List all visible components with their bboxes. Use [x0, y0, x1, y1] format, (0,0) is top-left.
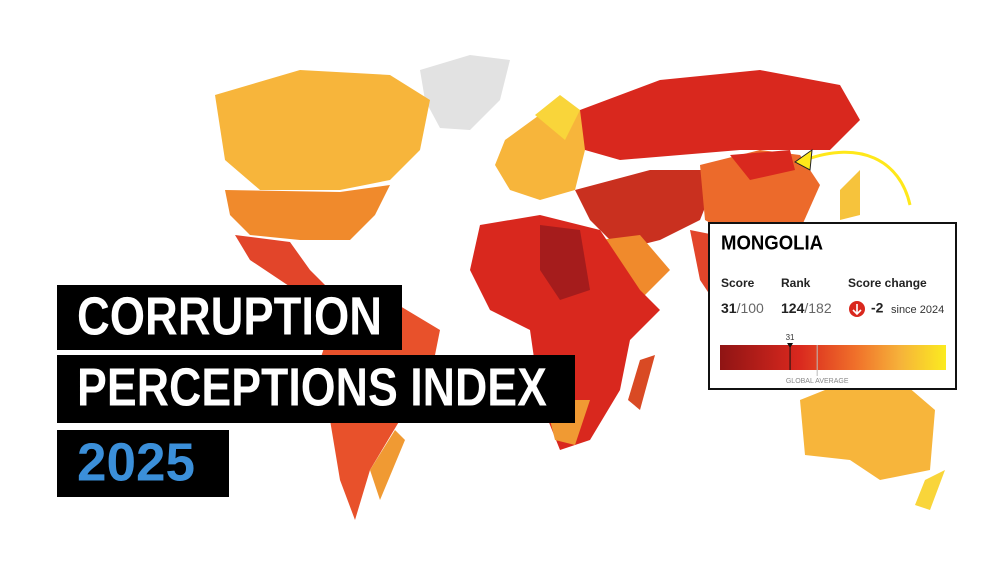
- score-max: /100: [737, 300, 764, 316]
- title-box: [57, 430, 229, 497]
- country-card: MONGOLIA Score Rank Score change 31/100 …: [708, 222, 957, 390]
- change-label: Score change: [848, 276, 927, 290]
- title-box: [57, 285, 402, 350]
- title-box: [57, 355, 575, 423]
- score-marker-label: 31: [786, 333, 795, 342]
- score-value: 31: [721, 300, 737, 316]
- global-average-label: GLOBAL AVERAGE: [786, 378, 849, 385]
- score-label: Score: [721, 276, 755, 290]
- title-line: CORRUPTION: [77, 286, 382, 346]
- arrow-head: [794, 148, 813, 171]
- country-name: MONGOLIA: [721, 232, 823, 254]
- rank-max: /182: [804, 300, 831, 316]
- score: 31/100: [721, 300, 764, 316]
- arrow: [804, 150, 912, 206]
- rank-value: 124: [781, 300, 805, 316]
- title-year: 2025: [77, 432, 195, 492]
- rank-label: Rank: [781, 276, 811, 290]
- rank: 124/182: [781, 300, 832, 316]
- score-marker-head: [787, 343, 794, 348]
- score-scale: [720, 345, 946, 370]
- change-since: since 2024: [891, 304, 944, 316]
- change-value: -2: [871, 300, 884, 316]
- title-line: PERCEPTIONS INDEX: [77, 357, 547, 417]
- down-arrow: [852, 304, 862, 316]
